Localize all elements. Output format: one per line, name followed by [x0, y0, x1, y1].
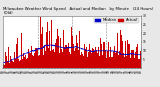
Text: Milwaukee Weather Wind Speed   Actual and Median   by Minute   (24 Hours) (Old): Milwaukee Weather Wind Speed Actual and … [3, 7, 154, 15]
Legend: Median, Actual: Median, Actual [94, 18, 139, 23]
